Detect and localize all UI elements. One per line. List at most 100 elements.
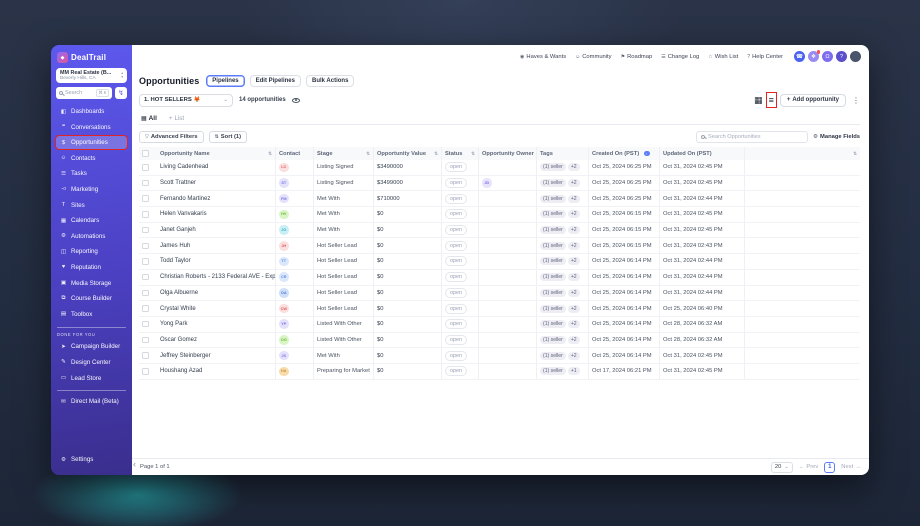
contact-avatar[interactable]: LC xyxy=(279,162,289,173)
sidebar-item[interactable]: ▦ Calendars xyxy=(56,214,127,227)
table-row[interactable]: James Huh JH Hot Seller Lead $0 open (1)… xyxy=(139,238,860,255)
opportunity-name-cell[interactable]: Olga Albuerne xyxy=(157,285,276,301)
panel-collapse-chevron[interactable]: ‹ xyxy=(133,459,136,469)
workspace-selector[interactable]: MM Real Estate (B... Beverly Hills, CA ▴… xyxy=(56,68,127,83)
visibility-eye-icon[interactable] xyxy=(291,97,300,103)
table-row[interactable]: Janet Ganjeh JG Met With $0 open (1) sel… xyxy=(139,222,860,239)
sidebar-item[interactable]: ⚙ Automations xyxy=(56,230,127,243)
opportunity-name-cell[interactable]: James Huh xyxy=(157,238,276,254)
sidebar-item[interactable]: T Sites xyxy=(56,199,127,212)
add-list-button[interactable]: + List xyxy=(168,115,185,122)
opportunity-name-cell[interactable]: Living Cadenhead xyxy=(157,160,276,175)
column-opportunity-name[interactable]: Opportunity Name ⇅ xyxy=(157,147,276,160)
sidebar-item[interactable]: ❝ Conversations xyxy=(56,121,127,134)
column-opportunity-value[interactable]: Opportunity Value ⇅ xyxy=(374,147,442,160)
search-opportunities-box[interactable] xyxy=(696,130,809,143)
manage-fields-button[interactable]: ⚙ Manage Fields xyxy=(813,133,860,140)
opportunity-name-cell[interactable]: Todd Taylor xyxy=(157,254,276,269)
contact-avatar[interactable]: HA xyxy=(279,366,289,377)
topbar-link[interactable]: ◉ Haves & Wants xyxy=(520,54,566,60)
table-row[interactable]: Jeffrey Steinberger JS Met With $0 open … xyxy=(139,348,860,364)
quick-actions-button[interactable]: ↯ xyxy=(115,87,127,99)
sort-ascending-active-icon[interactable]: ↑ xyxy=(644,150,650,157)
grid-view-button[interactable]: ▦ xyxy=(754,95,763,105)
notifications-bell-button[interactable]: Ω xyxy=(822,51,833,62)
contact-avatar[interactable]: JS xyxy=(279,350,289,361)
header-tab[interactable]: Edit Pipelines xyxy=(249,75,301,87)
sidebar-item[interactable]: ▭ Lead Store xyxy=(56,372,127,385)
sidebar-item[interactable]: ✎ Design Center xyxy=(56,356,127,369)
select-all-checkbox[interactable] xyxy=(142,150,149,157)
table-row[interactable]: Scott Trattner ST Listing Signed $349900… xyxy=(139,175,860,192)
column-status[interactable]: Status ⇅ xyxy=(442,147,479,160)
row-checkbox[interactable] xyxy=(142,368,149,375)
table-row[interactable]: Todd Taylor TT Hot Seller Lead $0 open (… xyxy=(139,254,860,270)
sidebar-item[interactable]: ▤ Toolbox xyxy=(56,308,127,321)
contact-avatar[interactable]: HV xyxy=(279,209,289,220)
opportunity-name-cell[interactable]: Oscar Gomez xyxy=(157,332,276,348)
table-row[interactable]: Olga Albuerne OA Hot Seller Lead $0 open… xyxy=(139,285,860,302)
list-view-button[interactable]: ≡ xyxy=(765,92,777,108)
row-checkbox[interactable] xyxy=(142,195,149,202)
topbar-link[interactable]: ⚑ Roadmap xyxy=(621,54,653,60)
row-checkbox[interactable] xyxy=(142,179,149,187)
row-checkbox[interactable] xyxy=(142,352,149,359)
sidebar-item[interactable]: ◅ Marketing xyxy=(56,183,127,196)
column-created-on[interactable]: Created On (PST) ↑ xyxy=(589,147,660,160)
table-row[interactable]: Living Cadenhead LC Listing Signed $3490… xyxy=(139,160,860,176)
search-opportunities-input[interactable] xyxy=(708,133,804,140)
opportunity-name-cell[interactable]: Janet Ganjeh xyxy=(157,222,276,238)
contact-avatar[interactable]: ST xyxy=(279,178,289,188)
topbar-link[interactable]: ? Help Center xyxy=(747,54,783,60)
topbar-link[interactable]: ☺ Community xyxy=(575,54,611,60)
sidebar-item[interactable]: ☰ Tasks xyxy=(56,167,127,180)
header-tab[interactable]: Bulk Actions xyxy=(305,75,355,87)
next-page-button[interactable]: Next → xyxy=(841,464,861,470)
opportunity-name-cell[interactable]: Crystal White xyxy=(157,301,276,316)
contact-avatar[interactable]: FM xyxy=(279,193,289,204)
row-checkbox[interactable] xyxy=(142,226,149,234)
sidebar-item[interactable]: ◧ Dashboards xyxy=(56,105,127,118)
table-row[interactable]: Christian Roberts - 2133 Federal AVE - E… xyxy=(139,269,860,286)
sidebar-item[interactable]: ▣ Media Storage xyxy=(56,277,127,290)
opportunity-name-cell[interactable]: Helen Vanvakaris xyxy=(157,207,276,222)
opportunity-name-cell[interactable]: Scott Trattner xyxy=(157,175,276,191)
opportunity-name-cell[interactable]: Fernando Martinez xyxy=(157,191,276,207)
sort-icon[interactable]: ⇅ xyxy=(853,150,857,156)
opportunity-name-cell[interactable]: Jeffrey Steinberger xyxy=(157,348,276,363)
contact-avatar[interactable]: JH xyxy=(279,241,289,251)
contact-avatar[interactable]: YP xyxy=(279,319,289,329)
column-updated-on[interactable]: Updated On (PST) xyxy=(660,147,745,160)
current-page-button[interactable]: 1 xyxy=(824,461,836,473)
row-checkbox[interactable] xyxy=(142,305,149,312)
row-checkbox[interactable] xyxy=(142,320,149,328)
opportunity-name-cell[interactable]: Christian Roberts - 2133 Federal AVE - E… xyxy=(157,269,276,285)
contact-avatar[interactable]: OA xyxy=(279,288,289,298)
sort-icon[interactable]: ⇅ xyxy=(434,150,438,156)
column-stage[interactable]: Stage ⇅ xyxy=(314,147,374,160)
more-options-kebab-icon[interactable]: ⋮ xyxy=(852,95,860,105)
sort-icon[interactable]: ⇅ xyxy=(268,150,272,156)
table-row[interactable]: Yong Park YP Listed With Other $0 open (… xyxy=(139,316,860,333)
topbar-link[interactable]: ☆ Wish List xyxy=(708,54,738,60)
row-checkbox[interactable] xyxy=(142,289,149,297)
table-row[interactable]: Helen Vanvakaris HV Met With $0 open (1)… xyxy=(139,207,860,223)
sort-icon[interactable]: ⇅ xyxy=(366,150,370,156)
sort-button[interactable]: ⇅ Sort (1) xyxy=(208,130,248,143)
sidebar-item-direct-mail[interactable]: ✉ Direct Mail (Beta) xyxy=(56,395,127,408)
opportunity-name-cell[interactable]: Houshang Azad xyxy=(157,363,276,379)
table-row[interactable]: Houshang Azad HA Preparing for Market $0… xyxy=(139,363,860,380)
page-size-select[interactable]: 20 ⌄ xyxy=(770,461,793,473)
pipeline-select[interactable]: 1. HOT SELLERS 🦊 ⌄ xyxy=(139,93,233,107)
launchpad-button[interactable]: ❖ xyxy=(808,50,820,62)
contact-avatar[interactable]: TT xyxy=(279,256,289,267)
sidebar-item[interactable]: $ Opportunities xyxy=(55,135,128,151)
header-tab[interactable]: Pipelines xyxy=(206,75,245,87)
row-checkbox[interactable] xyxy=(142,273,149,281)
table-row[interactable]: Oscar Gomez OG Listed With Other $0 open… xyxy=(139,332,860,349)
topbar-link[interactable]: ☰ Change Log xyxy=(661,54,699,60)
contact-avatar[interactable]: CW xyxy=(279,303,289,314)
row-checkbox[interactable] xyxy=(142,211,149,218)
table-row[interactable]: Crystal White CW Hot Seller Lead $0 open… xyxy=(139,301,860,317)
advanced-filters-button[interactable]: ▽ Advanced Filters xyxy=(139,130,204,143)
